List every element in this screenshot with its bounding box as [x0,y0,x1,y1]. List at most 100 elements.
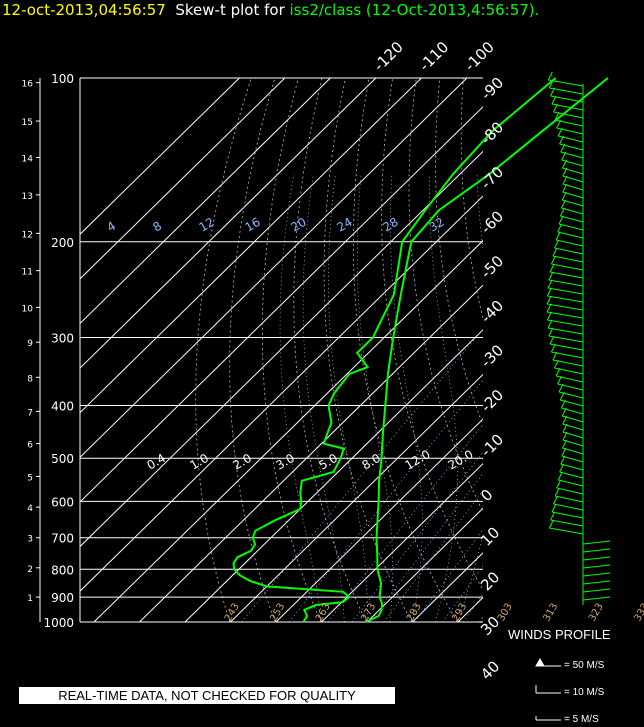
wind-barb-feather [557,223,563,233]
wind-barb-low [582,540,611,545]
wind-barb [547,319,584,327]
wind-barb-low [582,556,611,561]
wind-barb-feather [562,159,567,169]
km-label-6: 6 [27,441,33,451]
wind-barb-feather [559,463,565,473]
isotherm-50 [595,78,644,622]
plot-label: Skew-t plot for [175,1,285,19]
wind-barb [560,399,584,407]
theta-label-303: 303 [496,601,515,623]
wind-barb-feather [560,399,566,409]
wind-barb-feather [560,199,566,209]
isotherm--90 [80,106,483,503]
dry-adiabat-323 [435,78,483,427]
wind-barb [556,487,584,495]
mixing-ratio-16 [462,593,483,622]
wind-barb [551,511,584,519]
wind-barb [554,247,584,255]
km-label-12: 12 [22,230,33,240]
wind-barb-feather [547,319,553,329]
isotherm-label--60: -60 [477,207,507,237]
wind-barb-feather [558,383,564,393]
legend-5-icon [535,716,561,721]
isotherm-label-10: 10 [477,523,503,549]
theta-label-243: 243 [223,601,242,623]
dry-adiabat-363 [534,78,644,622]
wind-barb-feather [561,407,567,417]
km-label-5: 5 [27,473,33,483]
dry-adiabat-313 [408,78,483,513]
wind-barb-feather [556,479,562,489]
wind-barb-feather [560,143,566,153]
wind-barb-feather [557,375,563,385]
wind-barb-feather [548,519,554,529]
mixing-label-lower-5: 5.0 [317,451,341,473]
moist-adiabat-35 [526,174,644,622]
wind-barb [557,383,584,391]
wind-barb [557,231,584,239]
wind-barb [547,327,584,335]
isotherm-label--30: -30 [477,341,507,371]
wind-barb [561,207,584,215]
wind-barb [560,151,584,159]
wind-barb-feather [546,295,552,305]
theta-label-333: 333 [632,601,644,623]
wind-barb-feather [552,351,558,361]
wind-barb-feather [562,175,568,185]
wind-barb-feather [562,183,568,193]
title-period: . [534,1,540,19]
mixing-ratio-4 [369,472,483,622]
dry-adiabat-303 [381,78,483,591]
km-label-11: 11 [22,268,33,278]
wind-barb-feather [559,391,565,401]
pressure-label-300: 300 [51,332,74,346]
isotherm--30 [230,373,483,622]
wind-barb [549,527,584,535]
dry-adiabat-283 [323,78,413,622]
mixing-ratio-28 [505,242,644,622]
wind-barb-feather [553,359,559,369]
km-label-3: 3 [27,535,33,545]
isotherm-0 [366,507,483,622]
km-label-4: 4 [27,504,33,514]
wind-barb-feather [562,439,567,449]
mixing-label-lower-3: 3.0 [274,451,298,473]
isotherm--50 [139,284,483,622]
wind-barb-feather [560,455,566,465]
temperature-curve [365,77,609,623]
pressure-label-700: 700 [51,532,74,546]
wind-barb-feather [554,111,560,121]
wind-barb [555,239,584,247]
wind-barb [561,159,584,167]
wind-legend-10: = 10 M/S [564,687,605,698]
wind-barb-low [582,572,611,577]
isotherm-label-40: 40 [477,657,503,683]
mixing-ratio-1 [288,379,483,622]
theta-label-323: 323 [587,601,606,623]
mixing-label-upper-4: 4 [105,219,119,235]
wind-barb-feather [562,431,568,441]
wind-barb [549,343,584,351]
isotherm-label--20: -20 [477,386,507,416]
wind-barb [548,335,584,343]
wind-barb-low [582,580,611,585]
moist-adiabat--10 [279,173,322,622]
wind-legend-50: = 50 M/S [564,660,605,671]
wind-barb [561,455,584,463]
wind-barb [560,215,584,223]
wind-barb-feather [549,263,555,273]
pressure-lines [79,77,483,623]
mixing-label-upper-28: 28 [381,215,401,235]
axis-labels: 1002003004005006007008009001000123456789… [22,38,644,684]
wind-barb [550,519,584,527]
wind-barb-feather [556,119,562,129]
legend-50-icon [535,657,561,667]
dry-adiabat-253 [229,78,276,622]
sounding-curves [232,77,609,623]
mixing-label-lower-1: 1.0 [188,451,212,473]
mixing-label-lower-0.4: 0.4 [145,451,169,473]
pressure-label-200: 200 [51,236,74,250]
sounding-source: iss2/class (12-Oct-2013,4:56:57) [289,1,535,19]
isotherm-label-0: 0 [477,486,496,505]
theta-label-293: 293 [450,601,469,623]
